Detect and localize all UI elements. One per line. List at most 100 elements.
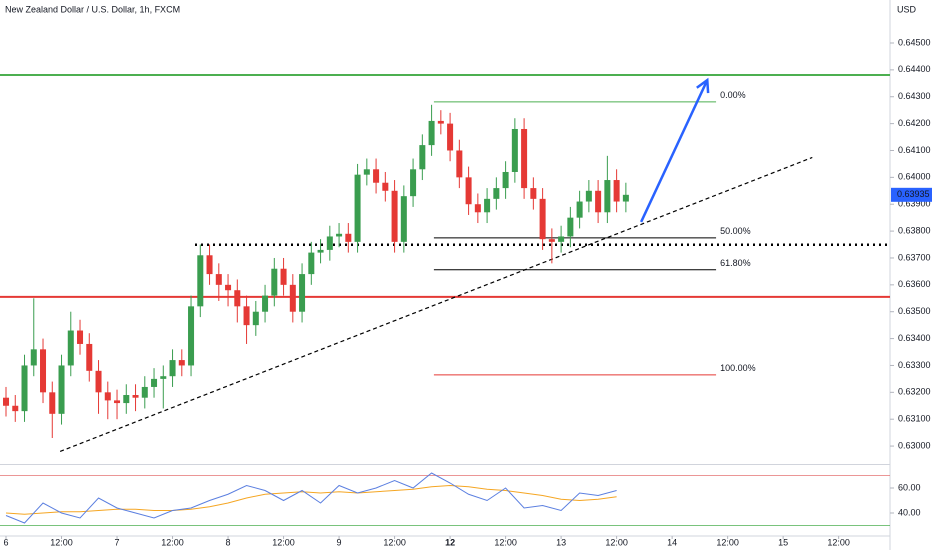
candle-body [225, 284, 232, 291]
candle-body [215, 274, 222, 285]
candle-body [308, 252, 315, 275]
candle-body [345, 233, 352, 242]
candle-body [12, 405, 19, 412]
x-tick-label: 12:00 [605, 537, 628, 547]
x-tick-label: 12:00 [272, 537, 295, 547]
y-tick-label: 0.63000 [898, 440, 931, 450]
candle-body [243, 306, 250, 326]
candle-body [30, 349, 37, 366]
x-tick-label: 12:00 [716, 537, 739, 547]
candle-body [419, 145, 426, 170]
candle-body [456, 150, 463, 178]
candle-body [86, 343, 93, 371]
y-tick-label: 0.63700 [898, 252, 931, 262]
y-tick-label: 0.64100 [898, 145, 931, 155]
candle-body [252, 311, 259, 326]
y-tick-label: 0.63400 [898, 333, 931, 343]
fib-label: 61.80% [720, 258, 751, 268]
candle-body [354, 174, 361, 242]
candle-body [3, 397, 10, 406]
candle-body [613, 180, 620, 202]
x-tick-label: 13 [556, 537, 566, 547]
candle-body [521, 128, 528, 189]
candle-body [373, 169, 380, 183]
y-tick-label: 0.63500 [898, 306, 931, 316]
candle-body [141, 386, 148, 398]
x-tick-label: 12:00 [50, 537, 73, 547]
candle-body [299, 274, 306, 312]
candle-body [493, 188, 500, 199]
y-tick-label: 0.64200 [898, 118, 931, 128]
candle-body [197, 255, 204, 307]
x-tick-label: 12 [445, 537, 455, 547]
x-tick-label: 6 [4, 537, 9, 547]
y-tick-label: 0.63300 [898, 360, 931, 370]
y-tick-label: 0.63600 [898, 279, 931, 289]
candle-body [206, 255, 213, 275]
candle-body [567, 217, 574, 237]
candle-body [548, 239, 555, 242]
candle-body [123, 395, 130, 404]
rsi-ma-line [5, 484, 617, 515]
fib-label: 100.00% [720, 363, 756, 373]
rsi-line [5, 472, 617, 524]
x-tick-label: 7 [115, 537, 120, 547]
fib-label: 0.00% [720, 90, 746, 100]
candle-body [77, 330, 84, 344]
candle-body [49, 392, 56, 414]
candle-body [317, 249, 324, 253]
candle-body [234, 290, 241, 307]
x-tick-label: 8 [226, 537, 231, 547]
candle-body [363, 169, 370, 175]
candle-body [437, 120, 444, 124]
arrow-head [696, 77, 710, 94]
x-tick-label: 12:00 [161, 537, 184, 547]
last-price-box [891, 187, 932, 202]
y-tick-label: 0.64500 [898, 37, 931, 47]
x-tick-label: 12:00 [827, 537, 850, 547]
candle-body [539, 198, 546, 240]
candle-body [280, 268, 287, 285]
candle-body [132, 395, 139, 398]
candle-body [67, 330, 74, 366]
candle-body [465, 177, 472, 205]
candle-body [169, 360, 176, 377]
y-tick-label: 0.63900 [898, 199, 931, 209]
last-price-label: 0.63935 [897, 189, 930, 199]
candle-body [530, 188, 537, 199]
candle-body [151, 378, 158, 387]
candle-body [382, 182, 389, 191]
y-tick-label: 0.64000 [898, 172, 931, 182]
y-tick-label: 0.63800 [898, 225, 931, 235]
candle-body [585, 190, 592, 202]
y-tick-label: 0.64300 [898, 91, 931, 101]
candle-body [114, 400, 121, 404]
candle-body [410, 169, 417, 197]
x-tick-label: 14 [667, 537, 677, 547]
forecast-arrow [640, 79, 709, 223]
candle-body [262, 295, 269, 312]
x-tick-label: 9 [337, 537, 342, 547]
candle-body [595, 190, 602, 213]
candle-body [400, 196, 407, 242]
candle-body [558, 236, 565, 242]
candle-body [622, 194, 629, 202]
candle-body [511, 128, 518, 172]
candle-body [391, 190, 398, 242]
candle-body [104, 392, 111, 401]
rsi-tick-label: 60.00 [898, 482, 921, 492]
candle-body [447, 123, 454, 151]
candle-body [428, 120, 435, 146]
candle-body [474, 204, 481, 213]
candle-body [289, 284, 296, 312]
candle-body [271, 268, 278, 296]
candle-body [40, 349, 47, 393]
candle-body [576, 201, 583, 218]
candle-body [336, 233, 343, 237]
chart-title: New Zealand Dollar / U.S. Dollar, 1h, FX… [5, 4, 180, 14]
candle-body [58, 365, 65, 414]
x-tick-label: 12:00 [494, 537, 517, 547]
candle-body [326, 236, 333, 250]
